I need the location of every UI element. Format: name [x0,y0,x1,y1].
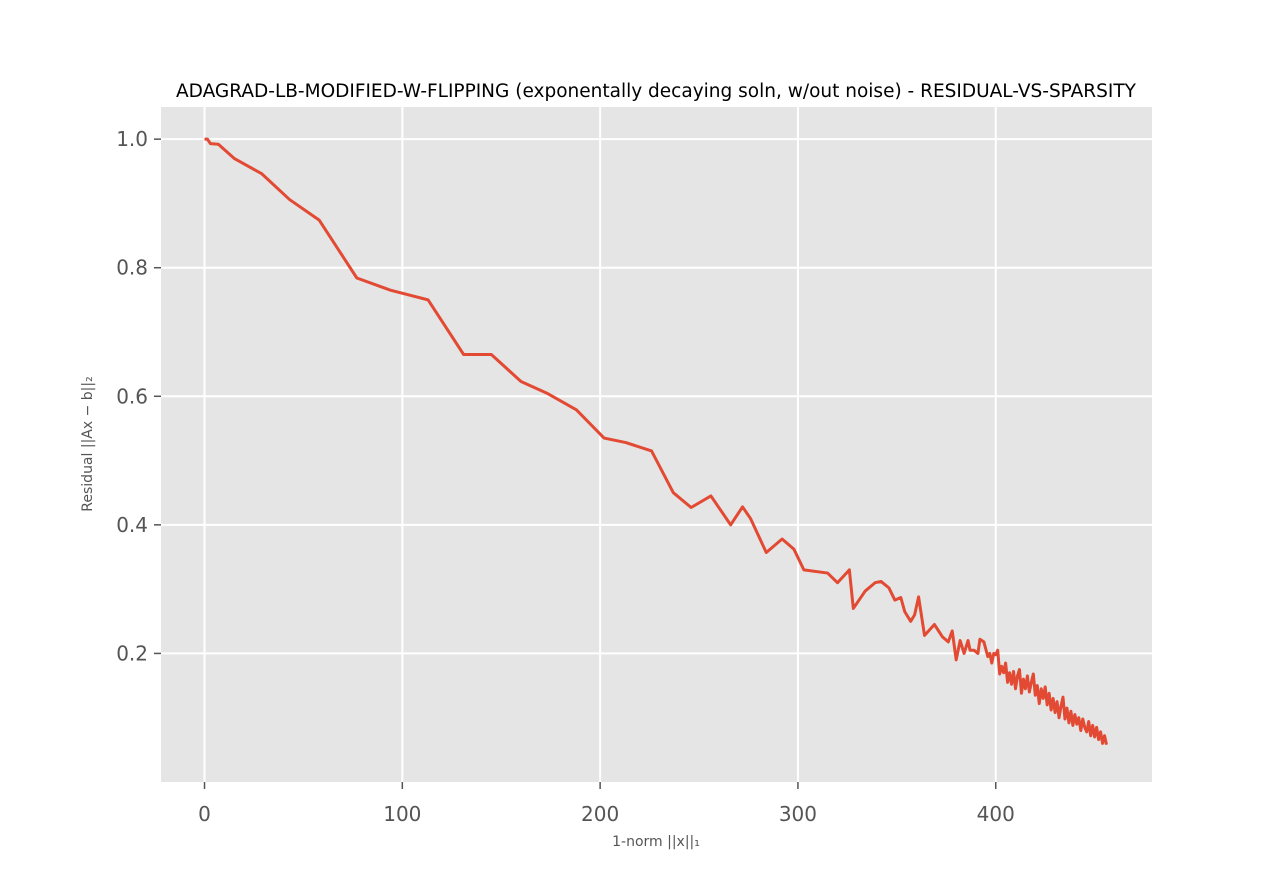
x-tick-label: 400 [977,802,1015,826]
series-line [204,137,1108,746]
y-tick-label: 1.0 [116,127,148,151]
x-tick-label: 0 [198,802,211,826]
plot-background [161,107,1152,782]
x-ticks: 0 100 200 300 400 [198,782,1015,826]
x-tick-label: 200 [581,802,619,826]
y-ticks: 0.2 0.4 0.6 0.8 1.0 [116,127,161,665]
y-tick-label: 0.8 [116,256,148,280]
y-tick-label: 0.6 [116,384,148,408]
x-axis-label: 1-norm ||x||₁ [612,834,700,850]
y-tick-label: 0.4 [116,513,148,537]
y-tick-label: 0.2 [116,641,148,665]
x-tick-label: 100 [383,802,421,826]
chart-title: ADAGRAD-LB-MODIFIED-W-FLIPPING (exponent… [176,81,1137,102]
y-axis-label: Residual ||Ax − b||₂ [80,376,96,511]
x-gridlines [203,107,997,782]
x-tick-label: 300 [779,802,817,826]
